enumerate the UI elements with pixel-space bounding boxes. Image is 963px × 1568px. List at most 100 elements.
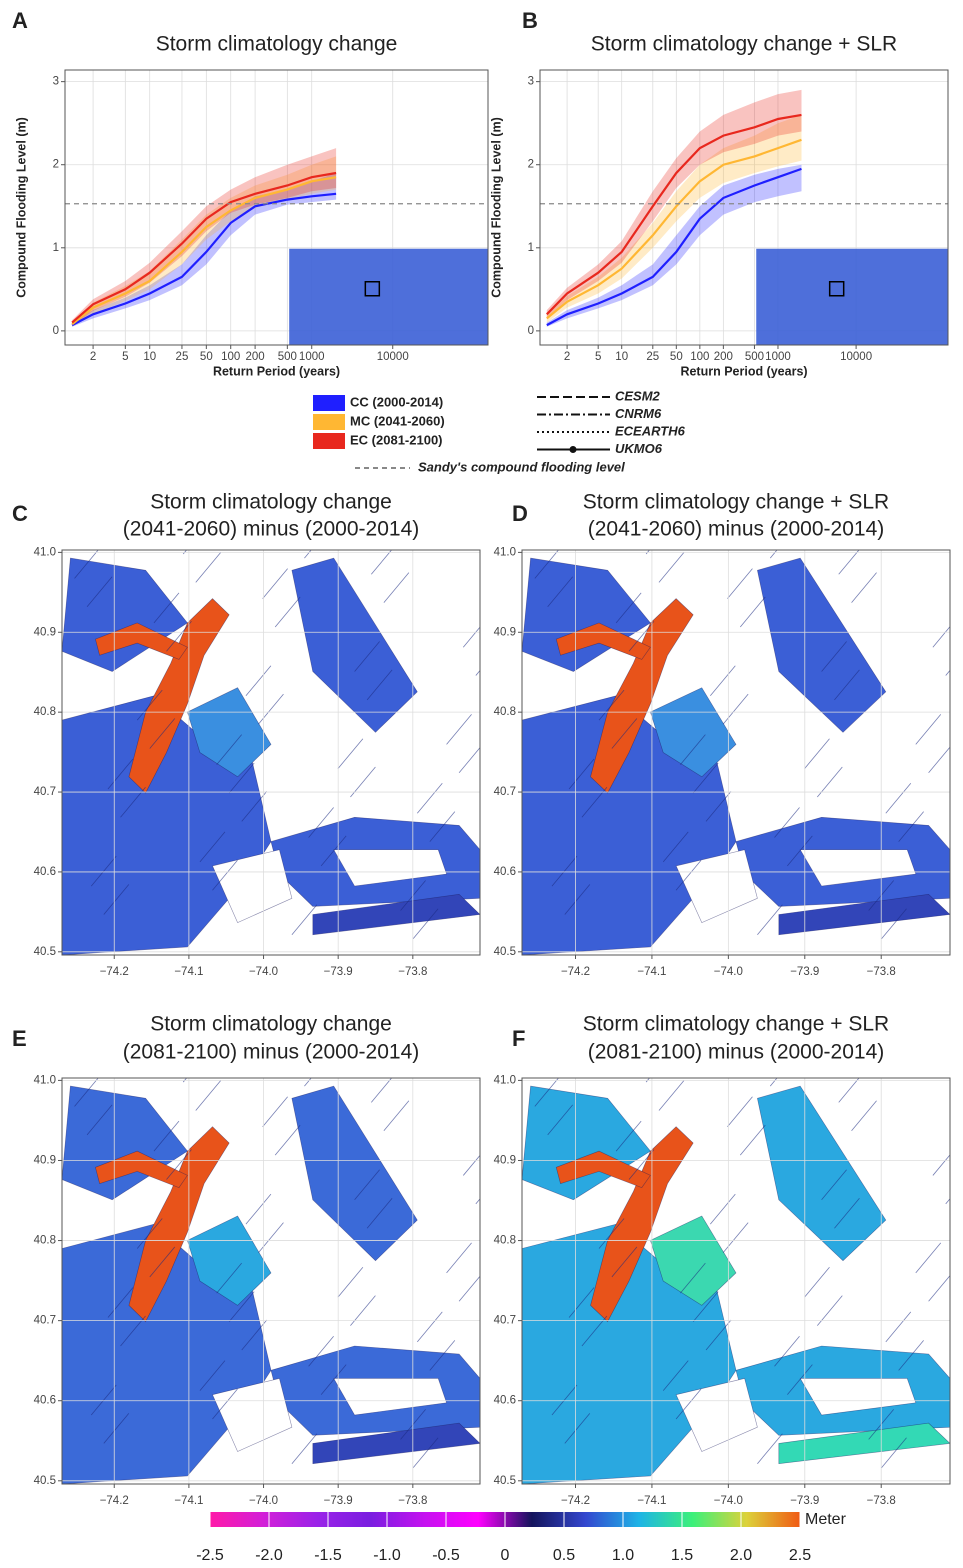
x-tick-label: 200 bbox=[714, 351, 733, 363]
inset-map bbox=[289, 248, 488, 345]
map-ridge bbox=[915, 714, 942, 745]
map-ridge bbox=[821, 641, 847, 672]
colorbar-tick-label: -0.5 bbox=[432, 1547, 460, 1564]
map-ridge bbox=[851, 572, 877, 603]
legend-label: CESM2 bbox=[615, 388, 661, 403]
map-ridge bbox=[769, 1078, 778, 1087]
map-ridge bbox=[615, 592, 642, 624]
y-tick-label: 40.7 bbox=[494, 786, 516, 798]
x-tick-label: −73.8 bbox=[398, 1495, 427, 1507]
map-ridge bbox=[304, 1078, 312, 1087]
chart-title: Storm climatology change + SLR bbox=[583, 1013, 889, 1036]
map-ridge bbox=[245, 665, 272, 697]
map-ridge bbox=[446, 714, 472, 745]
map-ridge bbox=[928, 746, 950, 774]
chart-title: Storm climatology change + SLR bbox=[591, 33, 897, 56]
legend-label: CC (2000-2014) bbox=[350, 394, 443, 409]
y-tick-label: 40.7 bbox=[494, 1315, 516, 1327]
map-ridge bbox=[774, 807, 800, 838]
map-ridge bbox=[86, 1104, 113, 1136]
legend-marker bbox=[569, 446, 577, 453]
map-ridge bbox=[564, 1413, 591, 1444]
map-ridge bbox=[722, 1222, 749, 1253]
map-ridge bbox=[692, 762, 719, 794]
map-ridge bbox=[262, 568, 288, 599]
map-ridge bbox=[757, 904, 783, 936]
map-ridge bbox=[568, 758, 595, 790]
map-ridge bbox=[598, 689, 625, 721]
map-ridge bbox=[838, 550, 860, 575]
map-ridge bbox=[722, 693, 749, 725]
line bbox=[546, 167, 802, 327]
y-tick-label: 40.8 bbox=[34, 1235, 56, 1247]
x-tick-label: −74.2 bbox=[561, 1495, 590, 1507]
x-tick-label: 10000 bbox=[377, 351, 409, 363]
x-tick-label: 2 bbox=[90, 351, 96, 363]
map-ridge bbox=[804, 1266, 830, 1298]
y-tick-label: 40.9 bbox=[34, 626, 56, 638]
x-tick-label: 50 bbox=[670, 351, 683, 363]
chart-title: Storm climatology change + SLR bbox=[583, 491, 889, 514]
map-region bbox=[778, 1422, 950, 1465]
map-ridge bbox=[429, 1340, 456, 1371]
y-tick-label: 0 bbox=[53, 325, 59, 337]
x-tick-label: 10 bbox=[615, 351, 628, 363]
map-ridge bbox=[551, 855, 578, 887]
map-ridge bbox=[199, 831, 226, 863]
map-ridge bbox=[228, 762, 255, 794]
map-ridge bbox=[304, 550, 312, 559]
x-tick-label: 100 bbox=[221, 351, 240, 363]
x-tick-label: −74.2 bbox=[561, 966, 590, 978]
plot-frame bbox=[521, 1077, 951, 1485]
map-ridge bbox=[241, 1319, 268, 1351]
x-tick-label: −74.1 bbox=[637, 1495, 666, 1507]
map-region bbox=[650, 687, 737, 778]
panel-label: D bbox=[512, 501, 528, 526]
map-ridge bbox=[692, 1291, 719, 1322]
y-tick-label: 40.5 bbox=[494, 1475, 516, 1487]
x-tick-label: 50 bbox=[200, 351, 213, 363]
x-tick-label: −73.9 bbox=[324, 1495, 353, 1507]
legend-swatch bbox=[313, 414, 345, 430]
map-ridge bbox=[195, 1080, 222, 1111]
map-ridge bbox=[103, 884, 130, 915]
map-ridge bbox=[258, 1222, 284, 1253]
map-ridge bbox=[320, 1364, 347, 1395]
map-ridge bbox=[308, 807, 334, 838]
plot-frame bbox=[521, 549, 951, 956]
x-tick-label: −73.8 bbox=[867, 966, 896, 978]
map-ridge bbox=[62, 1078, 63, 1079]
colorbar-tick-label: 1.0 bbox=[612, 1547, 634, 1564]
map-region bbox=[590, 598, 694, 794]
y-tick-label: 41.0 bbox=[34, 1074, 56, 1086]
y-tick-label: 2 bbox=[53, 159, 59, 171]
x-tick-label: 2 bbox=[564, 351, 570, 363]
map-ridge bbox=[107, 758, 134, 790]
map-ridge bbox=[62, 550, 63, 551]
map-ridge bbox=[881, 1437, 907, 1469]
map-ridge bbox=[274, 1124, 301, 1156]
map-ridge bbox=[258, 693, 284, 725]
map-ridge bbox=[628, 620, 655, 652]
map-region bbox=[128, 1126, 230, 1323]
y-tick-label: 40.9 bbox=[34, 1155, 56, 1167]
y-tick-label: 40.6 bbox=[494, 1395, 516, 1407]
map-ridge bbox=[412, 1437, 439, 1469]
x-tick-label: −74.0 bbox=[714, 966, 743, 978]
uncertainty-band bbox=[72, 156, 337, 327]
map-ridge bbox=[149, 718, 176, 749]
map-ridge bbox=[366, 669, 393, 701]
x-tick-label: −73.8 bbox=[867, 1495, 896, 1507]
y-axis-label: Compound Flooding Level (m) bbox=[489, 117, 503, 298]
y-tick-label: 41.0 bbox=[494, 1074, 516, 1086]
map-ridge bbox=[547, 576, 573, 607]
x-tick-label: −73.8 bbox=[398, 966, 427, 978]
map-region bbox=[675, 1378, 758, 1452]
line bbox=[546, 138, 802, 320]
legend-label: ECEARTH6 bbox=[615, 423, 686, 438]
map-ridge bbox=[262, 1096, 288, 1127]
map-ridge bbox=[534, 550, 559, 579]
map-ridge bbox=[534, 1078, 560, 1107]
uncertainty-band bbox=[546, 114, 802, 323]
y-tick-label: 40.5 bbox=[34, 946, 56, 958]
